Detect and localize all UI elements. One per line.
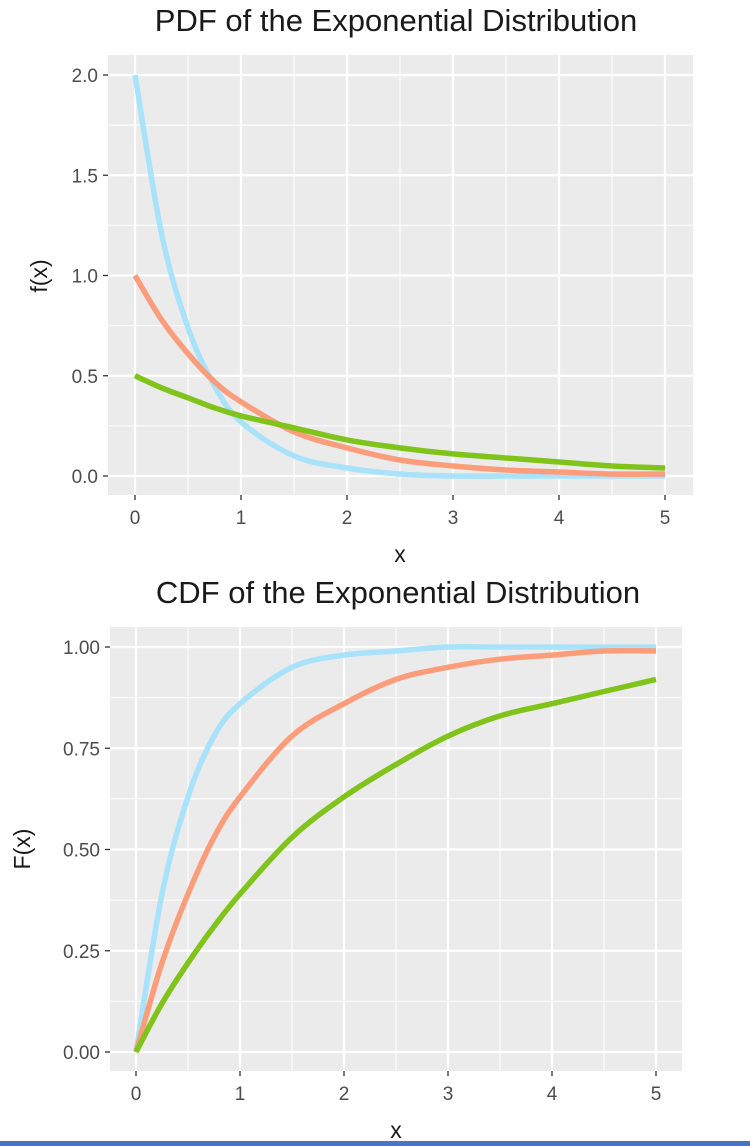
pdf-x-tick-label: 0 bbox=[130, 508, 141, 529]
cdf-x-axis-title: x bbox=[390, 1117, 402, 1141]
pdf-y-tick-label: 0.5 bbox=[72, 367, 98, 388]
cdf-x-tick-label: 2 bbox=[339, 1084, 350, 1105]
pdf-y-tick-label: 0.0 bbox=[72, 467, 98, 488]
pdf-y-tick-label: 1.5 bbox=[72, 166, 98, 187]
cdf-y-tick-label: 0.00 bbox=[63, 1043, 100, 1064]
pdf-x-tick-label: 3 bbox=[448, 508, 459, 529]
cdf-series-line-1 bbox=[133, 643, 656, 1053]
cdf-series-line-2 bbox=[133, 647, 657, 1053]
pdf-axis-ticks: 0 1 2 3 4 5 0.0 0.5 1.0 1.5 2.0 bbox=[72, 66, 671, 529]
pdf-series-line-3 bbox=[133, 373, 666, 471]
pdf-series-line-1 bbox=[132, 74, 665, 479]
cdf-y-tick-label: 0.25 bbox=[63, 942, 100, 963]
cdf-x-tick-label: 0 bbox=[131, 1084, 142, 1105]
pdf-series-lines bbox=[132, 74, 666, 479]
pdf-x-axis-title: x bbox=[394, 541, 406, 567]
cdf-y-axis-title: F(x) bbox=[9, 829, 35, 870]
cdf-y-tick-label: 1.00 bbox=[63, 638, 100, 659]
pdf-y-axis-title: f(x) bbox=[26, 259, 52, 292]
cdf-series-line-3 bbox=[133, 676, 657, 1054]
pdf-x-tick-label: 1 bbox=[236, 508, 247, 529]
cdf-axis-ticks: 0 1 2 3 4 5 0.00 0.25 0.50 0.75 1.00 bbox=[63, 638, 661, 1105]
cdf-y-tick-label: 0.75 bbox=[63, 739, 100, 760]
cdf-chart: CDF of the Exponential Distribution 0 1 2 3… bbox=[9, 575, 682, 1141]
pdf-y-tick-label: 1.0 bbox=[72, 267, 98, 288]
cdf-x-tick-label: 1 bbox=[235, 1084, 246, 1105]
cdf-y-tick-label: 0.50 bbox=[63, 841, 100, 862]
cdf-x-tick-label: 5 bbox=[651, 1084, 662, 1105]
cdf-x-tick-label: 4 bbox=[547, 1084, 558, 1105]
pdf-series-line-2 bbox=[132, 274, 666, 477]
pdf-x-tick-label: 2 bbox=[342, 508, 353, 529]
pdf-gridlines bbox=[108, 55, 693, 495]
cdf-x-tick-label: 3 bbox=[443, 1084, 454, 1105]
pdf-chart-title: PDF of the Exponential Distribution bbox=[155, 3, 637, 38]
pdf-x-tick-label: 5 bbox=[660, 508, 671, 529]
pdf-x-tick-label: 4 bbox=[554, 508, 565, 529]
pdf-y-tick-label: 2.0 bbox=[72, 66, 98, 87]
bottom-border-line bbox=[0, 1141, 750, 1146]
cdf-series-lines bbox=[133, 643, 657, 1054]
cdf-chart-title: CDF of the Exponential Distribution bbox=[156, 575, 640, 610]
pdf-chart: PDF of the Exponential Distribution 0 1 2 3… bbox=[26, 3, 693, 567]
